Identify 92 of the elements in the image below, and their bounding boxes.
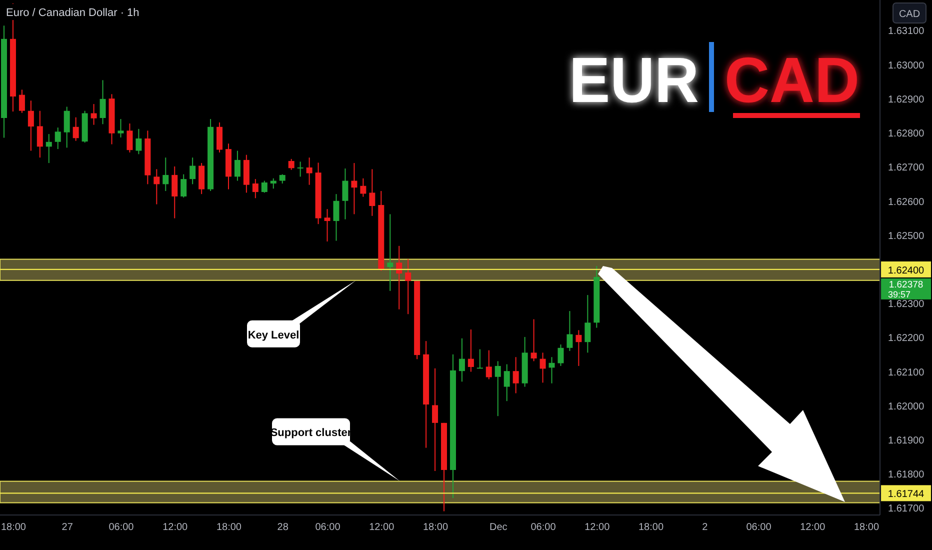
text: Euro / Canadian Dollar · 1h xyxy=(6,7,140,19)
candlestick xyxy=(512,356,519,394)
y-tick-label: 1.62500 xyxy=(888,230,925,242)
candlestick xyxy=(261,180,268,194)
candlestick xyxy=(566,310,573,352)
x-tick-label: 18:00 xyxy=(854,522,880,534)
candlestick xyxy=(324,208,330,242)
candlestick xyxy=(234,150,240,182)
y-tick-label: 1.62600 xyxy=(888,196,925,208)
candlestick xyxy=(333,194,340,242)
y-tick-label: 1.62000 xyxy=(888,401,925,412)
candlestick xyxy=(154,168,160,205)
x-tick-label: Dec xyxy=(489,522,508,534)
annotation: EUR xyxy=(569,44,704,116)
candlestick xyxy=(548,356,555,384)
y-tick-label: 1.62800 xyxy=(888,128,925,140)
candlestick xyxy=(28,100,34,152)
x-tick-label: 28 xyxy=(277,522,289,534)
candlestick xyxy=(342,168,348,220)
candlestick xyxy=(270,178,276,190)
x-tick-label: 18:00 xyxy=(216,522,242,534)
y-tick-label: 1.61900 xyxy=(888,436,925,447)
candlestick xyxy=(458,338,465,382)
candlestick xyxy=(118,118,124,138)
candlestick xyxy=(558,344,564,366)
candlestick xyxy=(46,134,52,164)
candlestick xyxy=(476,348,483,369)
x-tick-label: 12:00 xyxy=(584,522,610,534)
candlestick xyxy=(360,178,366,198)
candlestick xyxy=(468,328,474,372)
y-tick-label: 1.62200 xyxy=(888,333,925,344)
annotation: Support cluster xyxy=(270,427,352,440)
y-tick-label: 1.63100 xyxy=(888,26,925,38)
candlestick xyxy=(190,157,196,185)
candlestick xyxy=(100,80,106,125)
y-tick-label: 1.61700 xyxy=(888,504,925,515)
candlestick xyxy=(180,174,187,198)
candlestick xyxy=(54,127,61,150)
x-tick-label: 12:00 xyxy=(369,522,395,534)
candlestick xyxy=(136,128,142,155)
candlestick xyxy=(306,157,312,186)
candlestick xyxy=(540,352,546,384)
candlestick xyxy=(405,258,412,315)
annotation: Key Level xyxy=(248,329,300,342)
x-tick-label: 06:00 xyxy=(108,522,134,534)
y-tick-label: 1.62700 xyxy=(888,162,925,174)
x-tick-label: 06:00 xyxy=(530,522,556,534)
candlestick xyxy=(504,364,510,402)
candlestick xyxy=(36,110,43,158)
x-tick-label: 27 xyxy=(62,522,74,534)
candlestick xyxy=(486,350,492,380)
candlestick xyxy=(90,104,97,126)
candlestick xyxy=(64,106,70,148)
x-tick-label: 2 xyxy=(702,522,708,534)
candlestick xyxy=(396,245,402,310)
candlestick xyxy=(279,174,286,184)
candlestick xyxy=(288,158,294,170)
candlestick xyxy=(72,116,79,142)
candlestick xyxy=(530,318,537,362)
ref-line-label: 1.62400 xyxy=(888,265,925,276)
y-tick-label: 1.62100 xyxy=(888,367,925,378)
x-tick-label: 06:00 xyxy=(746,522,772,534)
x-tick-label: 06:00 xyxy=(315,522,341,534)
annotation: CAD xyxy=(724,44,864,116)
candlestick xyxy=(216,122,223,153)
text: 39:57 xyxy=(888,289,911,300)
x-tick-label: 18:00 xyxy=(422,522,448,534)
candlestick xyxy=(432,368,438,472)
x-tick-label: 12:00 xyxy=(800,522,826,534)
candlestick xyxy=(576,330,582,366)
x-tick-label: 18:00 xyxy=(638,522,664,534)
y-tick-label: 1.63000 xyxy=(888,60,925,72)
candlestick xyxy=(494,360,501,417)
candlestick xyxy=(252,178,258,199)
candlestick xyxy=(126,122,133,153)
y-tick-label: 1.62300 xyxy=(888,299,925,310)
candlestick xyxy=(584,294,591,354)
ref-line-label: 1.61744 xyxy=(888,489,925,500)
candlestick xyxy=(172,166,178,219)
candlestick xyxy=(162,157,169,192)
candlestick xyxy=(297,161,304,178)
x-tick-label: 18:00 xyxy=(0,522,26,534)
candlestick xyxy=(387,214,394,292)
y-axis-title: CAD xyxy=(898,9,920,20)
candlestick xyxy=(351,162,358,215)
y-tick-label: 1.62900 xyxy=(888,94,925,106)
candlestick xyxy=(369,168,376,216)
y-tick-label: 1.61800 xyxy=(888,470,925,481)
text: 1.62378 xyxy=(888,279,924,290)
candlestick xyxy=(18,89,25,114)
x-tick-label: 12:00 xyxy=(162,522,188,534)
candlestick xyxy=(198,162,205,195)
